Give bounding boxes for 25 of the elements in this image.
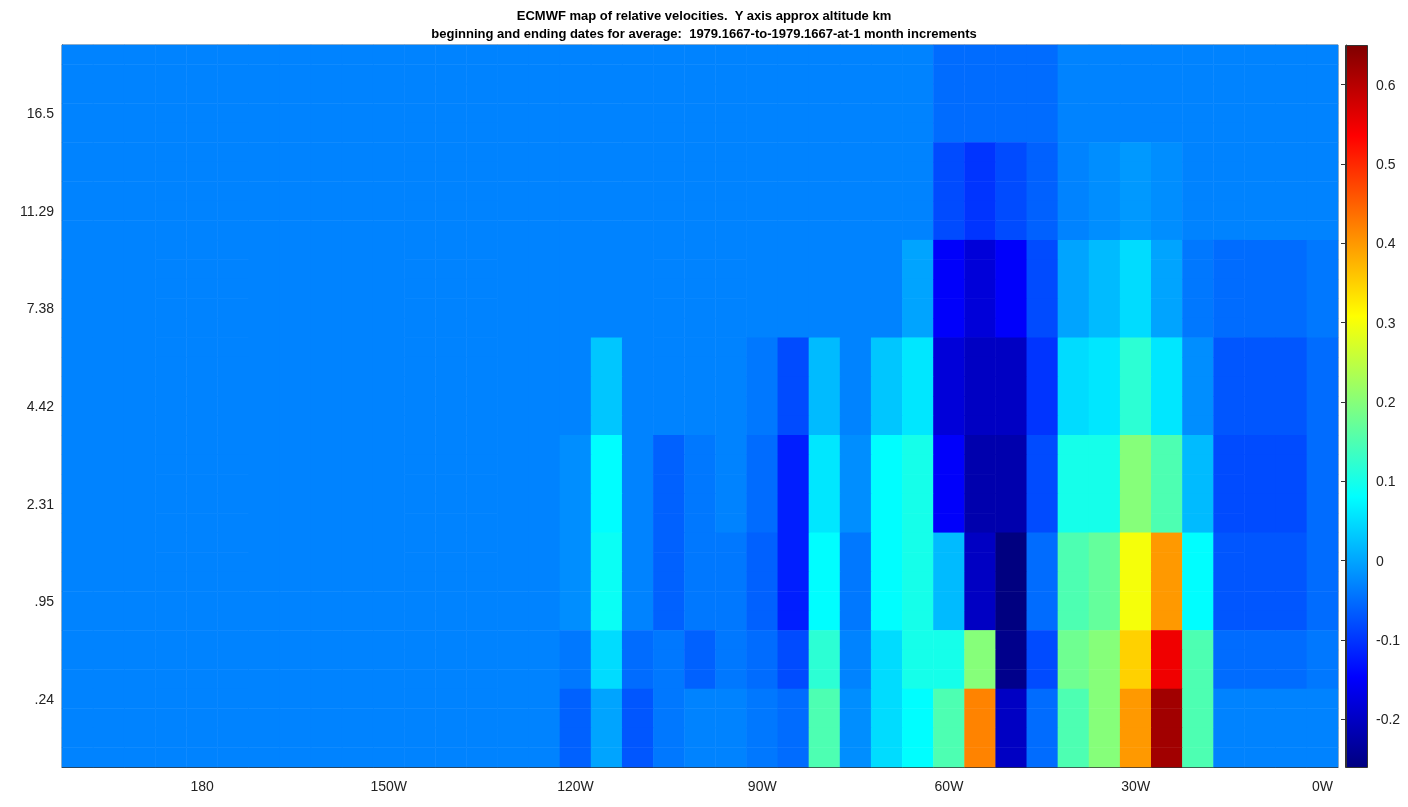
y-tick-label: .95 <box>34 593 55 610</box>
x-tick-label: 90W <box>747 778 778 794</box>
chart-subtitle: beginning and ending dates for average: 1979.1667-to-1979.1667-at-1 month increments <box>431 26 977 41</box>
color-bar-label: 0.3 <box>1376 314 1396 331</box>
y-tick-label: .24 <box>34 690 55 707</box>
color-bar-label: 0.2 <box>1376 394 1396 411</box>
color-bar-label: 0.1 <box>1376 473 1396 490</box>
x-tick-label: 30W <box>1121 778 1151 794</box>
color-bar-label: -0.2 <box>1376 711 1401 728</box>
x-tick-label: 180 <box>190 778 214 794</box>
y-tick-label: 16.5 <box>26 105 55 122</box>
x-tick-label: 0W <box>1311 778 1334 794</box>
color-bar-label: 0.6 <box>1376 76 1396 93</box>
y-tick-label: 4.42 <box>26 398 55 414</box>
y-tick-label: 7.38 <box>26 300 55 317</box>
y-tick-label: 11.29 <box>20 202 55 219</box>
chart-title: ECMWF map of relative velocities. Y axis approx altitude km <box>516 8 892 23</box>
color-bar-label: 0 <box>1376 552 1384 569</box>
color-bar-label: -0.1 <box>1376 632 1401 649</box>
color-bar-label: 0.4 <box>1376 235 1396 252</box>
x-tick-label: 60W <box>934 778 965 794</box>
x-tick-label: 120W <box>557 778 595 794</box>
y-tick-label: 2.31 <box>26 495 55 512</box>
x-tick-label: 150W <box>370 778 408 794</box>
color-bar-label: 0.5 <box>1376 156 1396 173</box>
